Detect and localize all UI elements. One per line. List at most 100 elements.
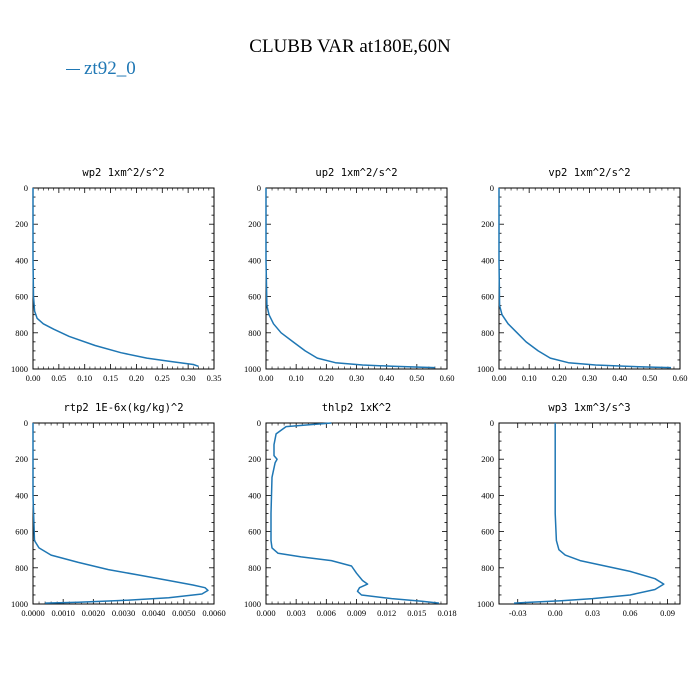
x-tick-label: 0.30 bbox=[181, 373, 196, 383]
panel-title: rtp2 1E-6x(kg/kg)^2 bbox=[63, 402, 183, 414]
x-tick-label: 0.20 bbox=[552, 373, 567, 383]
plot-frame bbox=[32, 187, 215, 370]
x-tick-label: 0.0040 bbox=[142, 608, 165, 618]
x-tick-label: 0.0030 bbox=[112, 608, 135, 618]
y-tick-label: 1000 bbox=[244, 599, 261, 609]
x-tick-label: 0.000 bbox=[256, 608, 275, 618]
x-tick-label: 0.03 bbox=[585, 608, 600, 618]
y-tick-label: 200 bbox=[15, 454, 28, 464]
series-line bbox=[32, 423, 209, 604]
x-tick-label: 0.00 bbox=[26, 373, 41, 383]
series-line bbox=[513, 423, 665, 604]
x-tick-label: 0.60 bbox=[673, 373, 688, 383]
y-tick-label: 0 bbox=[490, 418, 494, 428]
x-tick-label: 0.30 bbox=[349, 373, 364, 383]
x-tick-label: 0.10 bbox=[77, 373, 92, 383]
x-tick-label: 0.003 bbox=[287, 608, 306, 618]
x-tick-label: 0.00 bbox=[492, 373, 507, 383]
panel-title: wp3 1xm^3/s^3 bbox=[548, 402, 630, 414]
x-tick-label: 0.0000 bbox=[21, 608, 44, 618]
y-tick-label: 400 bbox=[248, 255, 261, 265]
y-tick-label: 600 bbox=[248, 527, 261, 537]
y-tick-label: 1000 bbox=[477, 364, 494, 374]
x-tick-label: 0.10 bbox=[522, 373, 537, 383]
y-tick-label: 200 bbox=[481, 454, 494, 464]
x-tick-label: 0.40 bbox=[379, 373, 394, 383]
y-tick-label: 200 bbox=[248, 219, 261, 229]
y-tick-label: 400 bbox=[481, 490, 494, 500]
y-tick-label: 200 bbox=[481, 219, 494, 229]
x-tick-label: 0.50 bbox=[642, 373, 657, 383]
x-tick-label: 0.015 bbox=[407, 608, 426, 618]
y-tick-label: 0 bbox=[257, 183, 261, 193]
plot-frame bbox=[498, 422, 681, 605]
y-tick-label: 800 bbox=[15, 328, 28, 338]
x-tick-label: 0.50 bbox=[409, 373, 424, 383]
x-tick-label: 0.0010 bbox=[51, 608, 74, 618]
y-tick-label: 200 bbox=[15, 219, 28, 229]
series-line bbox=[498, 188, 672, 369]
y-tick-label: 0 bbox=[257, 418, 261, 428]
x-tick-label: 0.0060 bbox=[202, 608, 225, 618]
y-tick-label: 400 bbox=[481, 255, 494, 265]
chart-title: CLUBB VAR at180E,60N bbox=[249, 36, 451, 57]
legend-label: zt92_0 bbox=[84, 58, 136, 79]
x-tick-label: 0.20 bbox=[319, 373, 334, 383]
x-tick-label: 0.009 bbox=[347, 608, 366, 618]
legend-swatch bbox=[66, 68, 80, 71]
panel-title: wp2 1xm^2/s^2 bbox=[82, 167, 164, 179]
y-tick-label: 400 bbox=[15, 255, 28, 265]
legend: zt92_0 bbox=[66, 58, 136, 80]
x-tick-label: 0.20 bbox=[129, 373, 144, 383]
y-tick-label: 600 bbox=[481, 292, 494, 302]
x-tick-label: 0.25 bbox=[155, 373, 170, 383]
panel-6: wp3 1xm^3/s^3 0 200 400 600 800 1000 -0.03 0.00 0… bbox=[477, 402, 681, 618]
x-tick-label: 0.018 bbox=[437, 608, 456, 618]
x-tick-label: 0.40 bbox=[612, 373, 627, 383]
y-tick-label: 600 bbox=[15, 292, 28, 302]
y-tick-label: 1000 bbox=[11, 599, 28, 609]
y-tick-label: 1000 bbox=[11, 364, 28, 374]
x-tick-label: 0.05 bbox=[51, 373, 66, 383]
x-tick-label: 0.0020 bbox=[82, 608, 105, 618]
panel-title: thlp2 1xK^2 bbox=[322, 402, 392, 414]
x-tick-label: 0.00 bbox=[259, 373, 274, 383]
y-tick-label: 0 bbox=[24, 183, 28, 193]
y-tick-label: 0 bbox=[490, 183, 494, 193]
y-tick-label: 800 bbox=[15, 563, 28, 573]
plot-frame bbox=[32, 422, 215, 605]
x-tick-label: 0.006 bbox=[317, 608, 336, 618]
x-tick-label: 0.0050 bbox=[172, 608, 195, 618]
plot-frame bbox=[265, 422, 448, 605]
y-tick-label: 400 bbox=[15, 490, 28, 500]
series-line bbox=[32, 188, 199, 368]
y-tick-label: 1000 bbox=[244, 364, 261, 374]
y-tick-label: 0 bbox=[24, 418, 28, 428]
y-tick-label: 800 bbox=[248, 328, 261, 338]
y-tick-label: 400 bbox=[248, 490, 261, 500]
x-tick-label: 0.00 bbox=[548, 608, 563, 618]
series-line bbox=[270, 422, 440, 604]
y-tick-label: 800 bbox=[248, 563, 261, 573]
panel-title: vp2 1xm^2/s^2 bbox=[548, 167, 630, 179]
x-tick-label: 0.10 bbox=[289, 373, 304, 383]
x-tick-label: 0.35 bbox=[207, 373, 222, 383]
y-tick-label: 1000 bbox=[477, 599, 494, 609]
x-tick-label: 0.09 bbox=[660, 608, 675, 618]
y-tick-label: 600 bbox=[248, 292, 261, 302]
x-tick-label: 0.06 bbox=[623, 608, 638, 618]
y-tick-label: 200 bbox=[248, 454, 261, 464]
y-tick-label: 600 bbox=[15, 527, 28, 537]
panel-4: rtp2 1E-6x(kg/kg)^2020040060080010000.00… bbox=[11, 402, 226, 618]
y-tick-label: 600 bbox=[481, 527, 494, 537]
panel-title: up2 1xm^2/s^2 bbox=[315, 167, 397, 179]
x-tick-label: 0.15 bbox=[103, 373, 118, 383]
x-tick-label: 0.60 bbox=[440, 373, 455, 383]
x-tick-label: 0.30 bbox=[582, 373, 597, 383]
series-line bbox=[265, 188, 435, 369]
